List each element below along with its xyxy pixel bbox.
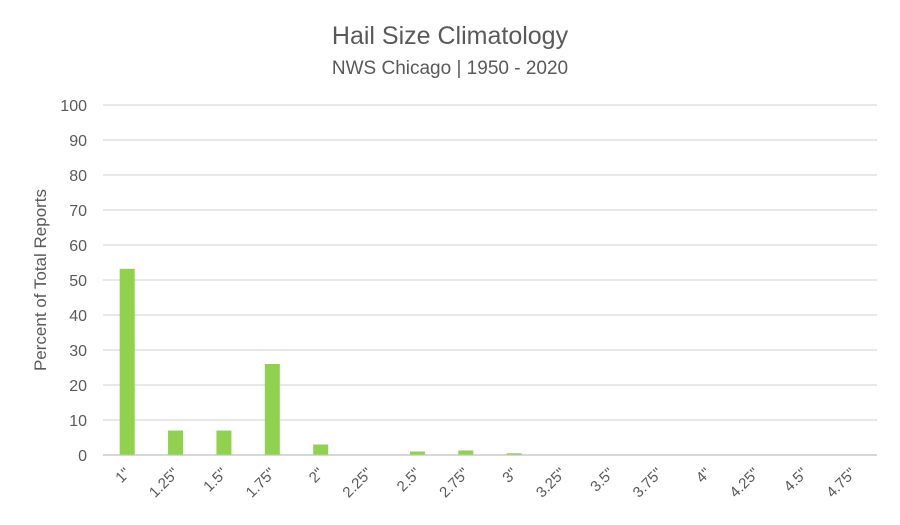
bar — [168, 430, 184, 455]
x-tick-label: 2.5" — [394, 465, 425, 496]
x-tick-label: 2" — [306, 465, 328, 487]
bar — [313, 444, 329, 455]
y-axis-label: Percent of Total Reports — [31, 189, 50, 371]
bar — [506, 453, 522, 455]
bar — [264, 364, 280, 455]
x-tick-label: 3" — [499, 465, 521, 487]
bar — [216, 430, 232, 455]
chart-subtitle: NWS Chicago | 1950 - 2020 — [332, 58, 568, 79]
x-tick-label: 1.5" — [200, 465, 231, 496]
y-tick-label: 20 — [69, 378, 87, 395]
x-tick-label: 3.75" — [630, 465, 666, 501]
x-tick-label: 1.75" — [243, 465, 279, 501]
x-tick-label: 2.75" — [436, 465, 472, 501]
y-tick-label: 70 — [69, 203, 87, 220]
y-tick-label: 90 — [69, 133, 87, 150]
x-tick-label: 4.75" — [823, 465, 859, 501]
x-tick-label: 4.5" — [781, 465, 812, 496]
x-tick-label: 2.25" — [339, 465, 375, 501]
x-axis-ticks: 1" 1.25" 1.5" 1.75" 2" 2.25" 2.5" 2.75" 3" 3.25" 3… — [112, 465, 859, 501]
y-tick-label: 30 — [69, 343, 87, 360]
x-tick-label: 4.25" — [726, 465, 762, 501]
y-tick-label: 60 — [69, 238, 87, 255]
y-axis-ticks: 0 10 20 30 40 50 60 70 80 90 100 — [60, 98, 87, 465]
y-tick-label: 80 — [69, 168, 87, 185]
bar — [119, 268, 135, 455]
x-tick-label: 4" — [693, 465, 715, 487]
bar — [458, 450, 474, 455]
x-tick-label: 1.25" — [146, 465, 182, 501]
y-tick-label: 40 — [69, 308, 87, 325]
y-tick-label: 100 — [60, 98, 87, 115]
x-tick-label: 3.5" — [587, 465, 618, 496]
bars — [119, 268, 861, 455]
x-tick-label: 1" — [112, 465, 134, 487]
gridlines — [103, 104, 877, 421]
bar — [409, 451, 425, 455]
x-tick-label: 3.25" — [533, 465, 569, 501]
y-tick-label: 0 — [78, 448, 87, 465]
y-tick-label: 50 — [69, 273, 87, 290]
chart-title: Hail Size Climatology — [332, 22, 569, 50]
y-tick-label: 10 — [69, 413, 87, 430]
